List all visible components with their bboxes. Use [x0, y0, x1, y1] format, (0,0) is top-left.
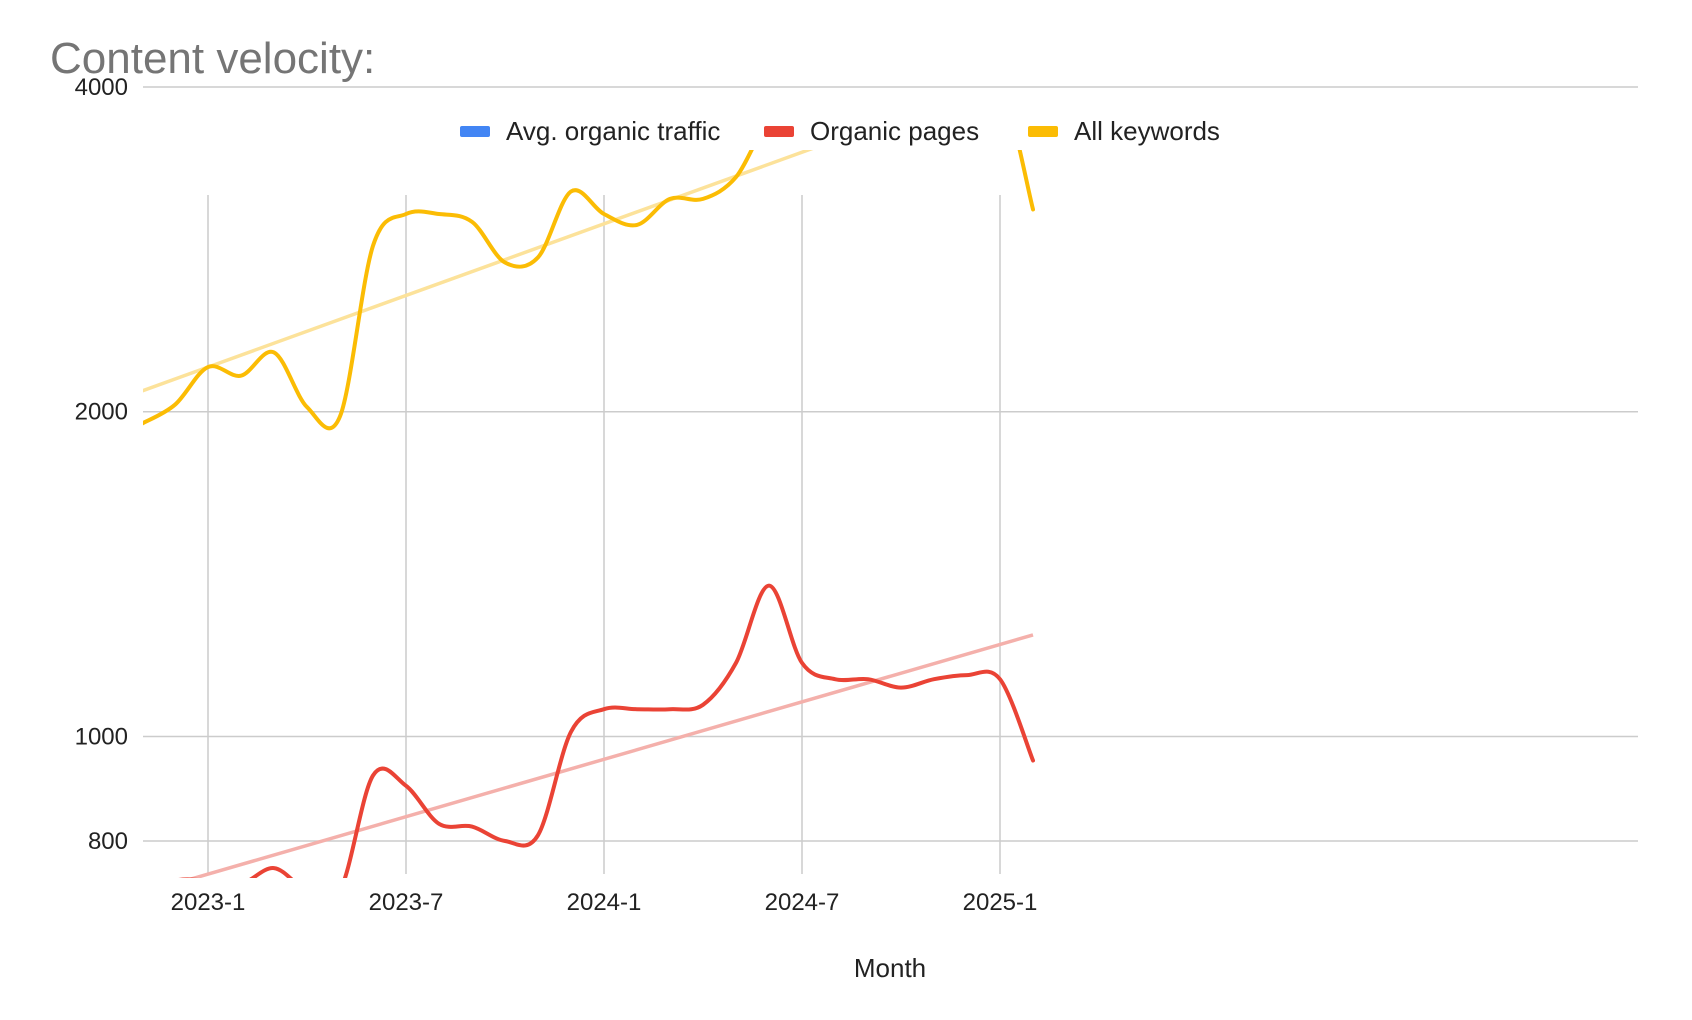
series-line-pages[interactable]	[142, 583, 1035, 900]
trendline-pages	[188, 633, 1034, 878]
x-tick-label: 2023-7	[369, 889, 444, 916]
series-lines	[142, 69, 1035, 900]
x-tick-label: 2025-1	[963, 889, 1038, 916]
trendlines	[143, 150, 1034, 878]
x-tick-label: 2024-7	[765, 889, 840, 916]
legend-label-keywords: All keywords	[1074, 116, 1220, 146]
legend-swatch-pages	[764, 126, 794, 137]
trendline-keywords	[143, 150, 814, 393]
y-tick-label: 2000	[75, 399, 128, 426]
legend-item-keywords[interactable]: All keywords	[1028, 116, 1220, 147]
y-tick-label: 4000	[75, 74, 128, 101]
legend-item-pages[interactable]: Organic pages	[764, 116, 979, 147]
chart-title: Content velocity:	[50, 34, 376, 83]
legend-label-pages: Organic pages	[810, 116, 980, 146]
legend-swatch-keywords	[1028, 126, 1058, 137]
gridlines	[143, 86, 1638, 874]
y-tick-label: 1000	[75, 723, 128, 750]
legend-label-traffic: Avg. organic traffic	[506, 116, 721, 146]
series-line-keywords[interactable]	[142, 69, 1035, 431]
tick-labels: 80010002000400060008000100002023-12023-7…	[75, 74, 1038, 916]
y-tick-label: 800	[88, 828, 128, 855]
x-axis-title: Month	[854, 953, 926, 983]
legend-item-traffic[interactable]: Avg. organic traffic	[460, 116, 720, 147]
x-tick-label: 2023-1	[171, 889, 246, 916]
legend-swatch-traffic	[460, 126, 490, 137]
legend: Avg. organic traffic Organic pages All k…	[0, 116, 1692, 152]
x-tick-label: 2024-1	[567, 889, 642, 916]
